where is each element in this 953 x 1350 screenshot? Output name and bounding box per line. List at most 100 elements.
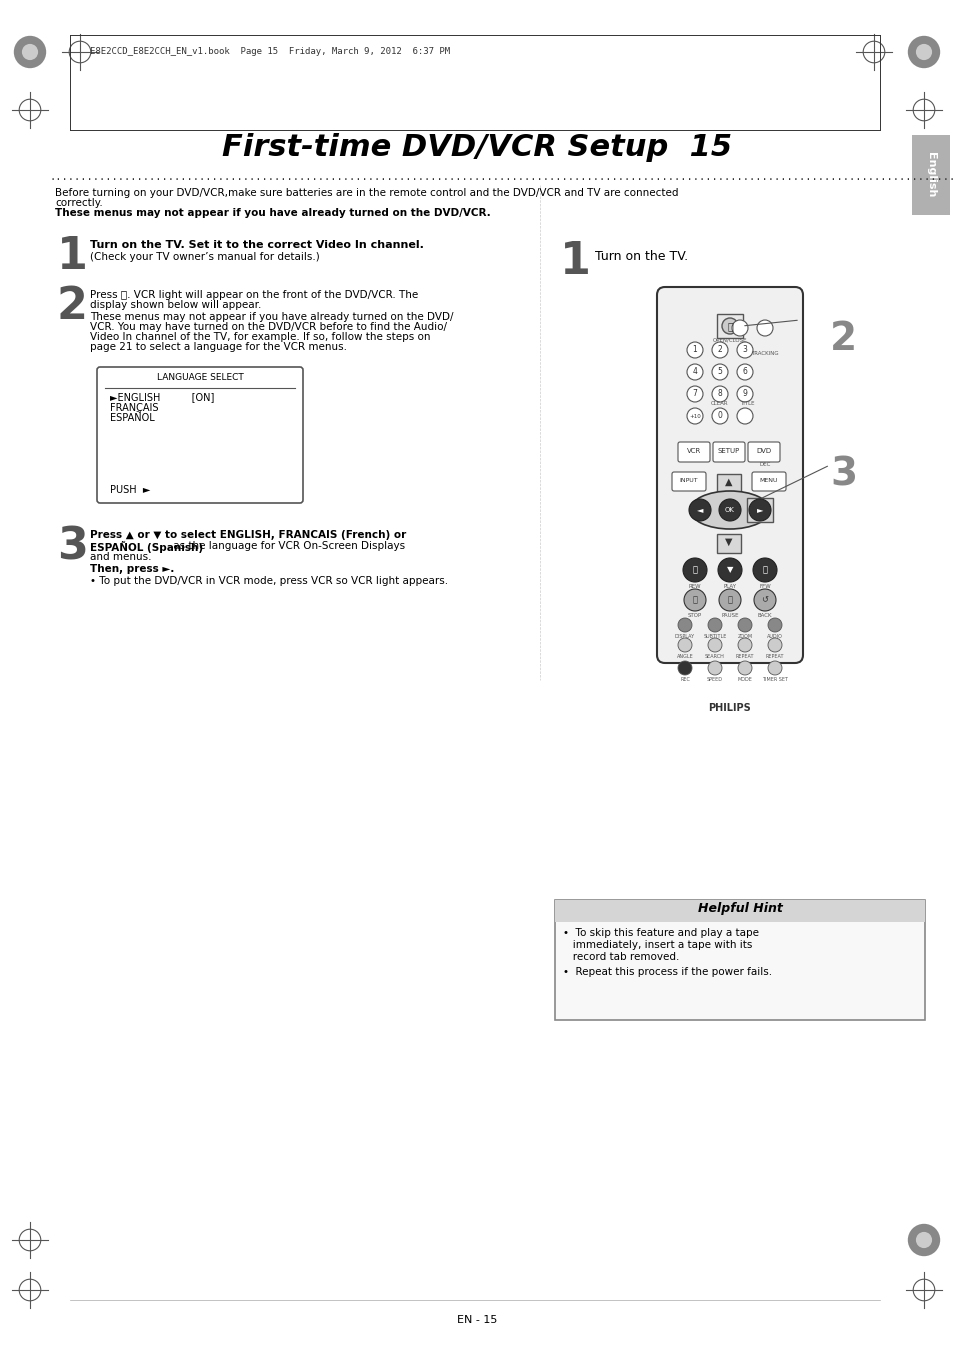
Circle shape [22, 45, 38, 61]
Text: ►: ► [756, 505, 762, 514]
Text: page 21 to select a language for the VCR menus.: page 21 to select a language for the VCR… [90, 342, 347, 352]
Text: •  Repeat this process if the power fails.: • Repeat this process if the power fails… [562, 967, 771, 977]
Text: DISPLAY: DISPLAY [674, 634, 695, 639]
Text: FRANÇAIS: FRANÇAIS [110, 404, 158, 413]
Text: PLAY: PLAY [722, 585, 736, 589]
Text: VCR. You may have turned on the DVD/VCR before to find the Audio/: VCR. You may have turned on the DVD/VCR … [90, 323, 447, 332]
Text: ⏹: ⏹ [692, 595, 697, 605]
Circle shape [686, 408, 702, 424]
Circle shape [683, 589, 705, 612]
Text: OK: OK [724, 508, 734, 513]
Text: REPEAT: REPEAT [735, 653, 754, 659]
Text: record tab removed.: record tab removed. [562, 952, 679, 963]
Text: Press ▲ or ▼ to select ENGLISH, FRANCAIS (French) or: Press ▲ or ▼ to select ENGLISH, FRANCAIS… [90, 531, 406, 540]
Circle shape [711, 364, 727, 379]
Text: First-time DVD/VCR Setup  15: First-time DVD/VCR Setup 15 [222, 134, 731, 162]
FancyBboxPatch shape [678, 441, 709, 462]
Text: Helpful Hint: Helpful Hint [697, 902, 781, 915]
Circle shape [748, 500, 770, 521]
Text: 1: 1 [57, 235, 88, 278]
Circle shape [711, 408, 727, 424]
Text: (Check your TV owner’s manual for details.): (Check your TV owner’s manual for detail… [90, 252, 319, 262]
Circle shape [678, 662, 691, 675]
Text: VCR: VCR [686, 448, 700, 454]
Circle shape [707, 662, 721, 675]
FancyBboxPatch shape [717, 315, 742, 338]
Text: ↺: ↺ [760, 595, 768, 605]
Circle shape [738, 618, 751, 632]
Circle shape [757, 320, 772, 336]
Text: +10: +10 [688, 413, 700, 418]
Text: PUSH  ►: PUSH ► [110, 485, 151, 495]
Bar [555, 900, 924, 922]
Text: MODE: MODE [737, 676, 752, 682]
Text: 1: 1 [559, 240, 590, 284]
Text: SETUP: SETUP [717, 448, 740, 454]
Text: ⏮: ⏮ [692, 566, 697, 575]
Text: ................................................................................: ........................................… [50, 171, 953, 182]
Text: ⏭: ⏭ [761, 566, 767, 575]
Circle shape [915, 1233, 931, 1249]
Circle shape [731, 320, 747, 336]
Text: ►ENGLISH          [ON]: ►ENGLISH [ON] [110, 392, 214, 402]
FancyBboxPatch shape [712, 441, 744, 462]
Text: immediately, insert a tape with its: immediately, insert a tape with its [562, 940, 752, 950]
FancyBboxPatch shape [751, 472, 785, 491]
FancyBboxPatch shape [657, 288, 802, 663]
Circle shape [688, 500, 710, 521]
Text: FFW: FFW [759, 585, 770, 589]
Ellipse shape [689, 491, 769, 529]
Text: 0: 0 [717, 412, 721, 420]
Text: 2: 2 [829, 320, 856, 358]
Text: OPEN/CLOSE: OPEN/CLOSE [712, 338, 746, 342]
Text: 2: 2 [717, 346, 721, 355]
Circle shape [721, 319, 738, 333]
Circle shape [707, 618, 721, 632]
Circle shape [711, 342, 727, 358]
Text: 3: 3 [741, 346, 746, 355]
Text: EN - 15: EN - 15 [456, 1315, 497, 1324]
Text: DVD: DVD [756, 448, 771, 454]
Text: TITLE: TITLE [739, 401, 754, 406]
Text: 5: 5 [717, 367, 721, 377]
FancyBboxPatch shape [747, 441, 780, 462]
Circle shape [907, 1224, 940, 1257]
Circle shape [767, 639, 781, 652]
Text: BACK: BACK [757, 613, 771, 618]
Text: 6: 6 [741, 367, 746, 377]
Text: Turn on the TV. Set it to the correct Video In channel.: Turn on the TV. Set it to the correct Vi… [90, 240, 423, 250]
Text: ANGLE: ANGLE [676, 653, 693, 659]
FancyBboxPatch shape [746, 498, 772, 522]
Circle shape [719, 589, 740, 612]
Circle shape [737, 342, 752, 358]
Text: REC: REC [679, 676, 689, 682]
Circle shape [707, 639, 721, 652]
Text: correctly.: correctly. [55, 198, 103, 208]
Text: SUBTITLE: SUBTITLE [702, 634, 726, 639]
Text: These menus may not appear if you have already turned on the DVD/VCR.: These menus may not appear if you have a… [55, 208, 490, 217]
Text: ▼: ▼ [726, 566, 733, 575]
Text: ⏸: ⏸ [727, 595, 732, 605]
Text: Turn on the TV.: Turn on the TV. [595, 250, 687, 263]
Text: CLEAR: CLEAR [710, 401, 728, 406]
Text: display shown below will appear.: display shown below will appear. [90, 300, 261, 310]
Circle shape [738, 662, 751, 675]
Text: REW: REW [688, 585, 700, 589]
Text: SPEED: SPEED [706, 676, 722, 682]
Text: REPEAT: REPEAT [765, 653, 783, 659]
Text: Before turning on your DVD/VCR,make sure batteries are in the remote control and: Before turning on your DVD/VCR,make sure… [55, 188, 678, 198]
Circle shape [767, 618, 781, 632]
Text: DEC: DEC [759, 462, 770, 467]
Text: STOP: STOP [687, 613, 701, 618]
Text: 7: 7 [692, 390, 697, 398]
Text: ZOOM: ZOOM [737, 634, 752, 639]
Circle shape [678, 639, 691, 652]
Text: 8: 8 [717, 390, 721, 398]
Text: Then, press ►.: Then, press ►. [90, 564, 174, 574]
Text: ESPAÑOL (Spanish): ESPAÑOL (Spanish) [90, 541, 203, 554]
Circle shape [13, 36, 46, 69]
Circle shape [686, 386, 702, 402]
Text: 9: 9 [741, 390, 746, 398]
Circle shape [737, 386, 752, 402]
Text: LANGUAGE SELECT: LANGUAGE SELECT [156, 373, 243, 382]
